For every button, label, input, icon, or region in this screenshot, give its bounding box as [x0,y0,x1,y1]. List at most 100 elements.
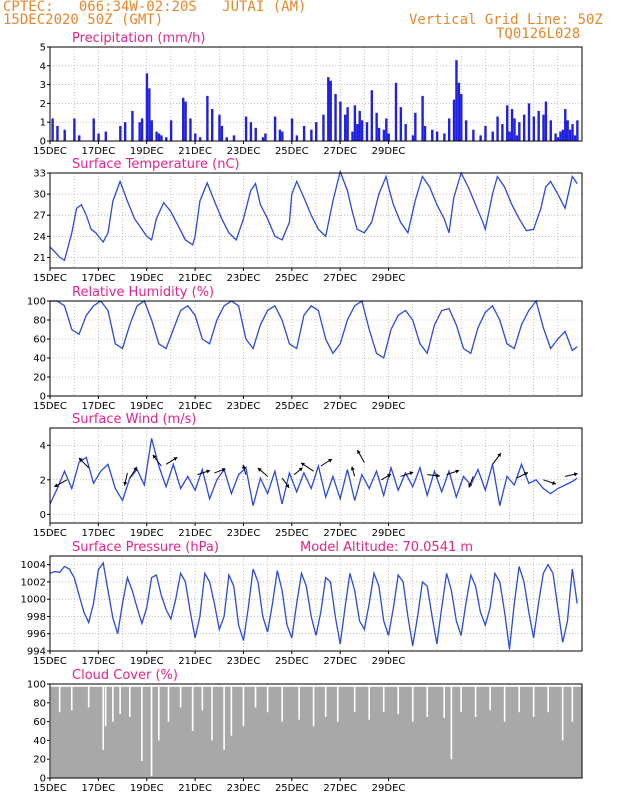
precip-bar [123,122,127,141]
y-tick-label: 24 [33,232,46,243]
x-tick-label: 19DEC [130,783,164,794]
precip-bar [254,127,257,141]
precip-bar [385,118,388,141]
x-tick-label: 23DEC [227,783,261,794]
x-tick-label: 25DEC [275,146,309,157]
cloud-cover-gap [119,686,121,715]
y-tick-label: 100 [27,297,46,308]
precip-bar [290,118,294,141]
precip-bar [457,82,461,141]
precip-bar [571,124,574,141]
x-tick-label: 15DEC [33,146,67,157]
wind-vector-head [357,449,361,454]
precip-bar [225,137,228,141]
wind-vector-head [173,457,178,461]
x-tick-label: 17DEC [81,783,115,794]
cloud-cover-gap [104,686,107,727]
precip-bar [244,116,248,141]
precip-bar [573,135,577,141]
precip-bar [232,135,236,141]
x-tick-label: 29DEC [372,783,406,794]
precip-bar [140,118,144,141]
x-tick-label: 17DEC [81,401,115,412]
precip-bar [382,129,386,141]
x-tick-label: 17DEC [81,146,115,157]
cloud-cover-gap [242,686,245,727]
cloud-cover-gap [70,686,73,711]
x-tick-label: 29DEC [372,401,406,412]
x-tick-label: 23DEC [227,146,261,157]
precip-bar [448,118,451,141]
cloud-cover-gap [474,686,477,717]
precip-bar [358,110,361,141]
precip-bar [327,77,330,141]
x-tick-label: 21DEC [178,146,212,157]
precip-bar [281,131,284,141]
cloud-cover-gap [450,686,453,760]
precip-bar [198,137,202,141]
precip-bar [356,124,359,141]
y-tick-label: 100 [27,680,46,691]
precip-bar [206,95,209,141]
precip-bar [182,97,185,141]
x-tick-label: 29DEC [372,273,406,284]
precip-bar [249,122,253,141]
y-tick-label: 4 [40,441,46,452]
x-tick-label: 29DEC [372,146,406,157]
precip-bar [423,125,427,141]
precip-bar [329,80,332,141]
wind-vector-head [409,471,414,476]
cloud-cover-gap [167,686,170,722]
precip-bar [518,122,521,141]
cloud-cover-gap [397,686,400,715]
panel-title: Relative Humidity (%) [72,285,214,300]
precip-bar [92,118,95,141]
y-tick-label: 40 [33,736,46,747]
panel-title: Surface Wind (m/s) [72,412,196,427]
precip-bar [322,114,325,141]
wind-vector-head [285,483,290,488]
precip-bar [414,112,417,141]
cloud-cover-gap [129,686,131,717]
cloud-cover-gap [58,686,61,713]
precip-bar [421,95,424,141]
wind-vector-head [552,480,556,485]
precip-bar [515,135,519,141]
cloud-cover-gap [368,686,370,720]
y-tick-label: 3 [40,80,46,91]
y-tick-label: 80 [33,316,46,327]
precip-bar [435,131,439,141]
wind-vector-head [152,454,157,459]
precip-bar [549,120,552,141]
precip-bar [544,101,548,141]
precip-bar [264,133,267,141]
precip-bar [564,109,567,141]
panel-frame [49,555,583,652]
cloud-cover-gap [230,686,233,736]
precip-bar [138,122,141,141]
cloud-cover-gap [254,686,257,708]
wind-vector-head [328,459,333,463]
wind-vector-head [298,467,303,472]
precip-bar [460,94,463,141]
precip-bar [522,114,526,141]
precip-bar [78,135,81,141]
precip-bar [370,90,374,141]
cloud-cover-gap [191,686,194,731]
cloud-cover-gap [571,686,574,722]
panel-title: Cloud Cover (%) [72,668,178,683]
precip-bar [169,120,173,141]
x-tick-label: 17DEC [81,273,115,284]
precip-bar [537,110,540,141]
precip-bar [56,125,59,141]
precip-bar [561,129,565,141]
y-tick-label: 1 [40,118,46,129]
precip-bar [559,131,562,141]
cloud-cover-gap [223,686,225,750]
cloud-cover-gap [211,686,213,741]
precip-bar [496,116,499,141]
y-tick-label: 0 [40,137,46,148]
wind-vector-head [123,481,128,486]
x-tick-label: 15DEC [33,783,67,794]
